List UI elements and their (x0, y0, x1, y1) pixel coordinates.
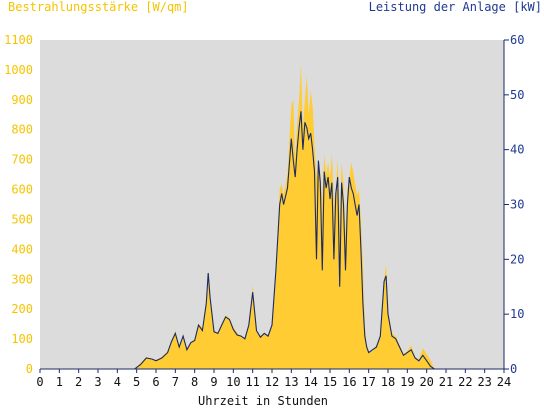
x-tick-label: 7 (172, 375, 179, 389)
x-tick-label: 9 (210, 375, 217, 389)
right-tick-label: 10 (510, 307, 524, 321)
x-axis-ticks: 0 1 2 3 4 5 6 7 8 9 10 11 12 13 14 15 16 17 18 19 20 21 22 23 24 (36, 369, 511, 389)
x-tick-label: 10 (226, 375, 240, 389)
x-tick-label: 19 (400, 375, 414, 389)
x-tick-label: 13 (284, 375, 298, 389)
x-tick-label: 20 (419, 375, 433, 389)
left-tick-label: 800 (11, 123, 33, 137)
left-tick-label: 600 (11, 183, 33, 197)
right-axis-ticks: 0 10 20 30 40 50 60 (504, 33, 524, 376)
left-tick-label: 400 (11, 242, 33, 256)
left-tick-label: 0 (26, 362, 33, 376)
right-tick-label: 0 (510, 362, 517, 376)
x-axis-label: Uhrzeit in Stunden (198, 394, 328, 408)
power-line (40, 111, 504, 370)
x-tick-label: 21 (439, 375, 453, 389)
right-tick-label: 30 (510, 198, 524, 212)
plot-area (40, 40, 504, 369)
x-tick-label: 17 (361, 375, 375, 389)
x-tick-label: 8 (191, 375, 198, 389)
x-tick-label: 6 (152, 375, 159, 389)
right-axis-title: Leistung der Anlage [kW] (369, 0, 542, 14)
left-tick-label: 100 (11, 332, 33, 346)
left-tick-label: 900 (11, 93, 33, 107)
x-tick-label: 22 (458, 375, 472, 389)
x-tick-label: 14 (303, 375, 317, 389)
x-tick-label: 16 (342, 375, 356, 389)
left-tick-label: 500 (11, 212, 33, 226)
x-tick-label: 15 (323, 375, 337, 389)
left-axis-title: Bestrahlungsstärke [W/qm] (8, 0, 189, 14)
left-axis-ticks: 0 100 200 300 400 500 600 700 800 900 1000 1100 (4, 33, 33, 376)
left-tick-label: 1000 (4, 63, 33, 77)
x-tick-label: 23 (477, 375, 491, 389)
x-tick-label: 3 (94, 375, 101, 389)
x-tick-label: 0 (36, 375, 43, 389)
left-tick-label: 700 (11, 153, 33, 167)
left-tick-label: 200 (11, 302, 33, 316)
left-tick-label: 300 (11, 272, 33, 286)
right-tick-label: 20 (510, 252, 524, 266)
x-tick-label: 1 (56, 375, 63, 389)
x-tick-label: 11 (245, 375, 259, 389)
right-tick-label: 40 (510, 143, 524, 157)
x-tick-label: 2 (75, 375, 82, 389)
x-tick-label: 4 (114, 375, 121, 389)
x-tick-label: 18 (381, 375, 395, 389)
x-tick-label: 12 (265, 375, 279, 389)
x-tick-label: 5 (133, 375, 140, 389)
right-tick-label: 50 (510, 88, 524, 102)
left-tick-label: 1100 (4, 33, 33, 47)
x-tick-label: 24 (497, 375, 511, 389)
right-tick-label: 60 (510, 33, 524, 47)
